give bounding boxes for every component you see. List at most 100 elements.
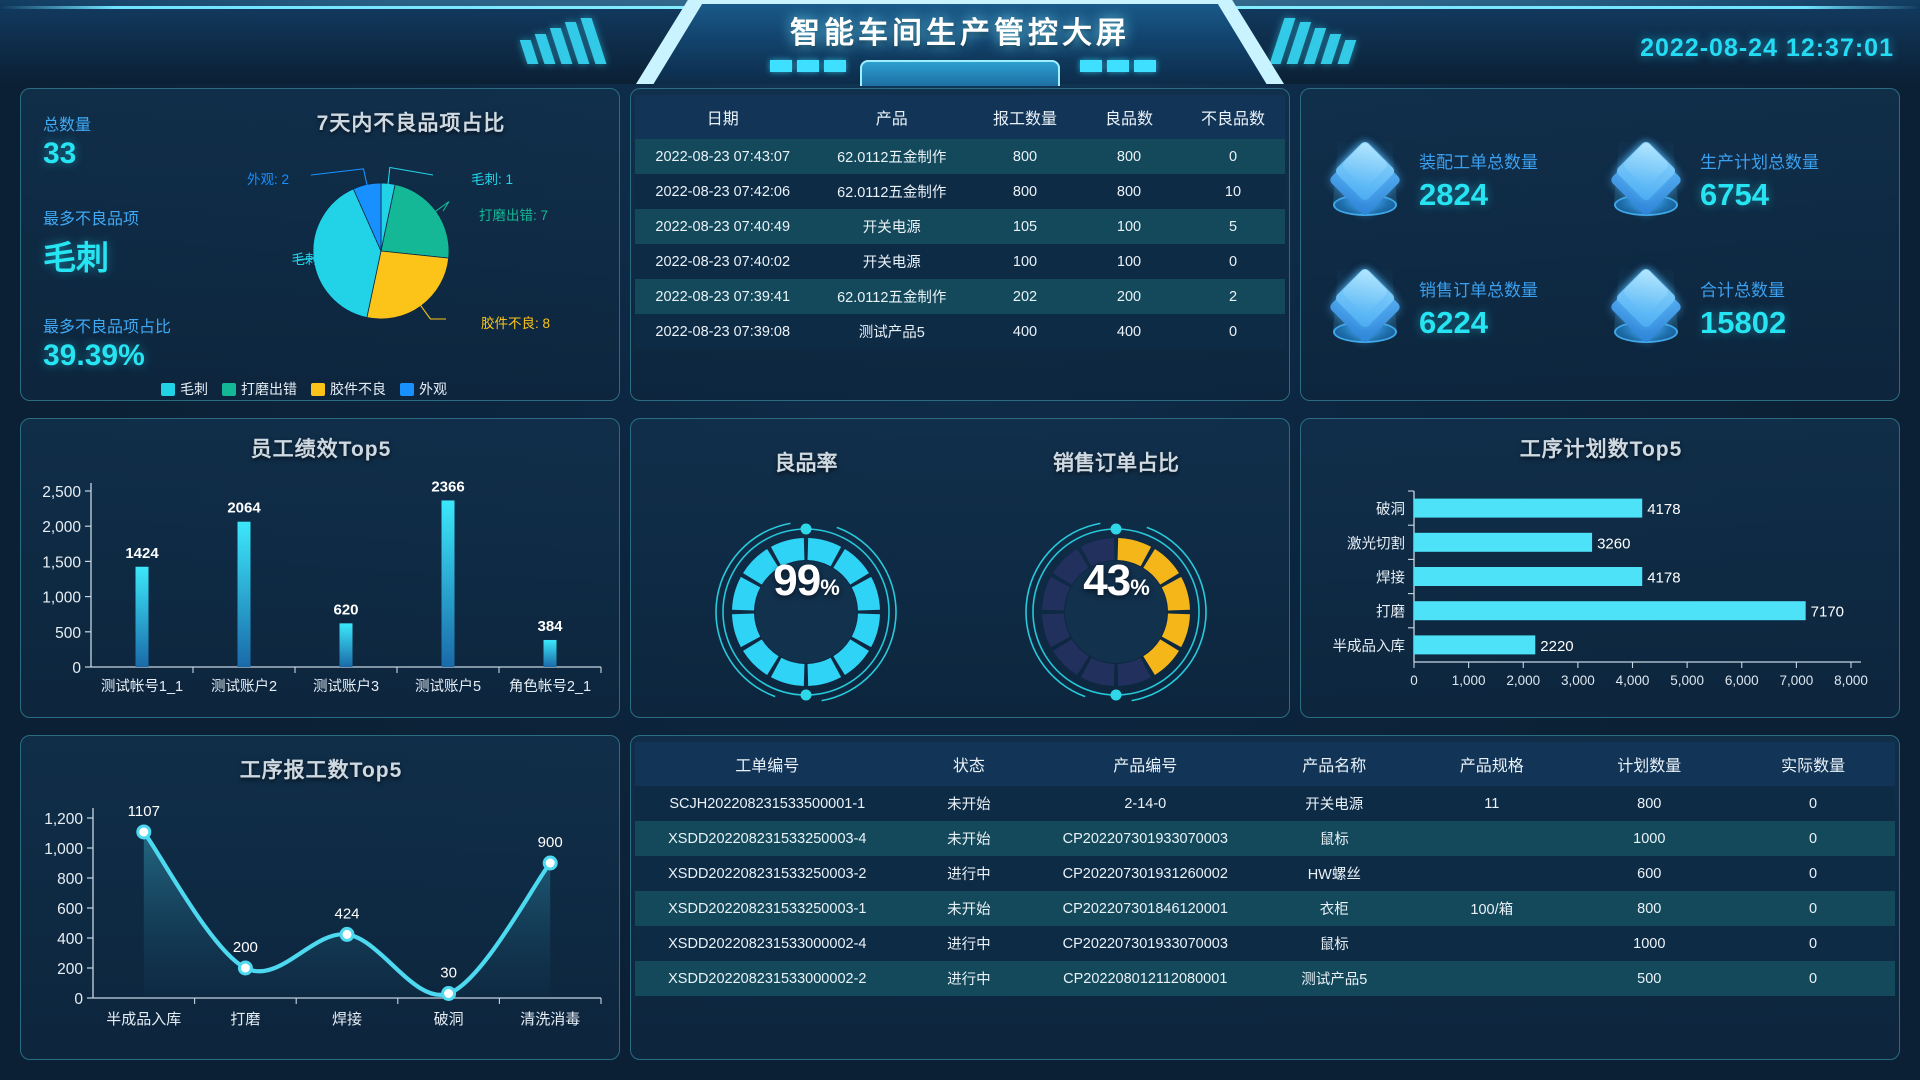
- table-row[interactable]: XSDD202208231533000002-2 进行中 CP20220801211…: [635, 961, 1895, 996]
- bar[interactable]: [441, 500, 455, 667]
- x-tick-label: 半成品入库: [106, 1011, 181, 1028]
- bar[interactable]: [135, 566, 149, 667]
- pie-leader-line: [297, 254, 360, 261]
- kpi-card[interactable]: 装配工单总数量 2824: [1319, 117, 1600, 245]
- x-tick-label: 5,000: [1670, 673, 1704, 688]
- table-cell: XSDD202208231533250003-4: [668, 830, 867, 847]
- table-cell: 鼠标: [1319, 832, 1349, 848]
- kpi-label: 合计总数量: [1700, 280, 1785, 300]
- table-cell: 0: [1809, 865, 1818, 882]
- table-cell: 开关电源: [862, 255, 921, 271]
- x-tick-label: 测试账户3: [313, 678, 379, 695]
- table-column-header[interactable]: 产品规格: [1416, 742, 1568, 786]
- pie-slice-label: 毛刺: 12: [291, 252, 341, 267]
- table-cell: 2: [1228, 288, 1238, 305]
- gauge-segment-active: [807, 538, 842, 567]
- table-cell: 进行中: [947, 937, 991, 953]
- line-point[interactable]: [136, 824, 152, 840]
- table-row[interactable]: 2022-08-23 07:40:02 开关电源 100 100 0: [635, 244, 1285, 279]
- table-cell: 2022-08-23 07:43:07: [655, 148, 791, 165]
- y-tick-label: 500: [55, 625, 81, 642]
- table-column-header[interactable]: 日期: [635, 95, 811, 139]
- table-row[interactable]: 2022-08-23 07:40:49 开关电源 105 100 5: [635, 209, 1285, 244]
- bar-value-label: 4178: [1647, 501, 1680, 518]
- gauge-segment-active: [743, 639, 779, 675]
- table-column-header[interactable]: 产品: [810, 95, 973, 139]
- bar[interactable]: [1414, 601, 1806, 621]
- table-column-header[interactable]: 实际数量: [1731, 742, 1895, 786]
- line-value-label: 1107: [128, 803, 160, 820]
- pie-legend-item[interactable]: 胶件不良: [311, 379, 386, 399]
- x-tick-label: 7,000: [1779, 673, 1813, 688]
- gauge-segment-inactive: [1080, 657, 1115, 686]
- bar[interactable]: [339, 623, 353, 667]
- table-body: 2022-08-23 07:43:07 62.0112五金制作 800 800 0 202…: [635, 139, 1285, 349]
- table-row[interactable]: XSDD202208231533000002-4 进行中 CP20220730193…: [635, 926, 1895, 961]
- bar-value-label: 1424: [125, 545, 159, 562]
- bar[interactable]: [1414, 532, 1593, 552]
- defect-stat-label-1: 最多不良品项: [43, 211, 140, 228]
- y-tick-label: 半成品入库: [1333, 638, 1406, 655]
- line-area-fill: [143, 831, 551, 998]
- pie-leader-line: [387, 166, 434, 185]
- table-cell: 100: [1116, 253, 1142, 270]
- bar[interactable]: [1414, 635, 1536, 655]
- table-column-header[interactable]: 计划数量: [1567, 742, 1732, 786]
- table-column-header[interactable]: 工单编号: [635, 742, 900, 786]
- table-cell: 测试产品5: [1301, 972, 1368, 988]
- table-column-header[interactable]: 产品名称: [1252, 742, 1417, 786]
- table-cell: 鼠标: [1319, 937, 1349, 953]
- defect-pie-chart: 毛刺: 1 打磨出错: 7 胶件不良: 8 毛刺: 12 外观: 2: [231, 131, 621, 361]
- table-cell: 开关电源: [1305, 797, 1364, 813]
- y-tick-label: 1,000: [44, 841, 83, 858]
- gauge-segment-active: [833, 549, 869, 585]
- table-column-header[interactable]: 状态: [899, 742, 1039, 786]
- gauge-segment-active: [1161, 613, 1190, 648]
- x-tick-label: 测试帐号1_1: [101, 678, 183, 695]
- pie-legend-label: 毛刺: [180, 381, 208, 397]
- gauge-title-1: 销售订单占比: [1053, 452, 1179, 475]
- line-point[interactable]: [237, 960, 253, 976]
- bar[interactable]: [543, 639, 557, 667]
- table-column-header[interactable]: 产品编号: [1038, 742, 1253, 786]
- layers-icon: [1319, 138, 1411, 224]
- defect-ratio-panel: 7天内不良品项占比 总数量 33 最多不良品项 毛刺 最多不良品项占比 39.3…: [20, 88, 620, 401]
- pie-legend-item[interactable]: 打磨出错: [222, 379, 297, 399]
- table-cell: CP202207301931260002: [1062, 865, 1228, 882]
- table-column-header[interactable]: 良品数: [1077, 95, 1181, 139]
- kpi-card[interactable]: 生产计划总数量 6754: [1600, 117, 1881, 245]
- line-point[interactable]: [542, 855, 558, 871]
- x-tick-label: 8,000: [1834, 673, 1868, 688]
- line-point[interactable]: [441, 986, 457, 1001]
- table-row[interactable]: XSDD202208231533250003-4 未开始 CP20220730193…: [635, 821, 1895, 856]
- table-row[interactable]: SCJH202208231533500001-1 未开始 2-14-0 开关电源 11 8…: [635, 786, 1895, 821]
- layers-icon: [1600, 265, 1692, 351]
- bar[interactable]: [1414, 567, 1643, 586]
- table-body: SCJH202208231533500001-1 未开始 2-14-0 开关电源 11 8…: [635, 786, 1895, 996]
- kpi-card[interactable]: 销售订单总数量 6224: [1319, 245, 1600, 373]
- gauge-good-rate: 良品率 99%: [641, 419, 971, 719]
- bar[interactable]: [1414, 498, 1643, 518]
- pie-legend-item[interactable]: 外观: [400, 379, 447, 399]
- table-column-header[interactable]: 不良品数: [1181, 95, 1285, 139]
- table-row[interactable]: 2022-08-23 07:39:41 62.0112五金制作 202 200 2: [635, 279, 1285, 314]
- x-tick-label: 角色帐号2_1: [509, 678, 591, 695]
- y-tick-label: 0: [74, 991, 83, 1008]
- header-right-blocks-decor: [1080, 60, 1156, 72]
- table-column-header[interactable]: 报工数量: [973, 95, 1077, 139]
- table-row[interactable]: XSDD202208231533250003-2 进行中 CP20220730193…: [635, 856, 1895, 891]
- kpi-card[interactable]: 合计总数量 15802: [1600, 245, 1881, 373]
- x-tick-label: 焊接: [332, 1011, 362, 1028]
- pie-legend-item[interactable]: 毛刺: [161, 379, 208, 399]
- table-row[interactable]: 2022-08-23 07:39:08 测试产品5 400 400 0: [635, 314, 1285, 349]
- table-cell: 衣柜: [1319, 902, 1349, 918]
- kpi-value: 2824: [1419, 177, 1488, 213]
- table-row[interactable]: 2022-08-23 07:42:06 62.0112五金制作 800 800 10: [635, 174, 1285, 209]
- gauge-segment-inactive: [1042, 613, 1071, 648]
- dashboard-header: 智能车间生产管控大屏 2022-08-24 12:37:01: [0, 0, 1920, 86]
- table-row[interactable]: XSDD202208231533250003-1 未开始 CP20220730184…: [635, 891, 1895, 926]
- table-row[interactable]: 2022-08-23 07:43:07 62.0112五金制作 800 800 0: [635, 139, 1285, 174]
- table-cell: XSDD202208231533250003-2: [668, 865, 867, 882]
- line-point[interactable]: [339, 926, 355, 942]
- bar[interactable]: [237, 521, 251, 667]
